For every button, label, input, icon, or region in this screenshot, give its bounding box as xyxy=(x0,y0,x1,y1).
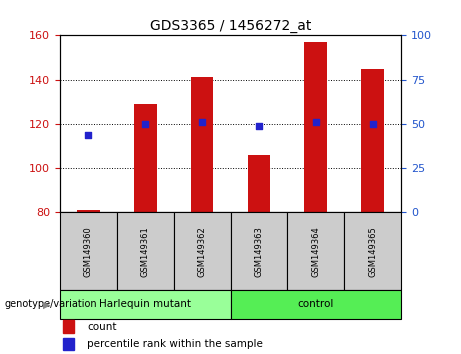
Bar xyxy=(287,212,344,290)
Bar xyxy=(60,290,230,319)
Bar xyxy=(63,320,74,333)
Bar xyxy=(117,212,174,290)
Point xyxy=(255,123,263,129)
Bar xyxy=(77,210,100,212)
Bar xyxy=(174,212,230,290)
Text: percentile rank within the sample: percentile rank within the sample xyxy=(87,339,263,349)
Text: control: control xyxy=(298,299,334,309)
Bar xyxy=(304,42,327,212)
Bar xyxy=(344,212,401,290)
Point xyxy=(142,121,149,127)
Text: GSM149364: GSM149364 xyxy=(311,226,320,277)
Text: GSM149365: GSM149365 xyxy=(368,226,377,277)
Text: GSM149361: GSM149361 xyxy=(141,226,150,277)
Point xyxy=(85,132,92,137)
Title: GDS3365 / 1456272_at: GDS3365 / 1456272_at xyxy=(150,19,311,33)
Text: count: count xyxy=(87,322,117,332)
Text: genotype/variation: genotype/variation xyxy=(5,299,97,309)
Text: GSM149360: GSM149360 xyxy=(84,226,93,277)
Point xyxy=(369,121,376,127)
Bar xyxy=(60,212,117,290)
Bar xyxy=(63,338,74,350)
Text: GSM149362: GSM149362 xyxy=(198,226,207,277)
Point xyxy=(198,119,206,125)
Bar xyxy=(230,212,287,290)
Text: GSM149363: GSM149363 xyxy=(254,226,263,277)
Bar xyxy=(248,155,270,212)
Bar xyxy=(230,290,401,319)
Text: Harlequin mutant: Harlequin mutant xyxy=(99,299,191,309)
Text: ▶: ▶ xyxy=(43,299,51,309)
Bar xyxy=(191,78,213,212)
Bar xyxy=(134,104,157,212)
Point xyxy=(312,119,319,125)
Bar xyxy=(361,69,384,212)
